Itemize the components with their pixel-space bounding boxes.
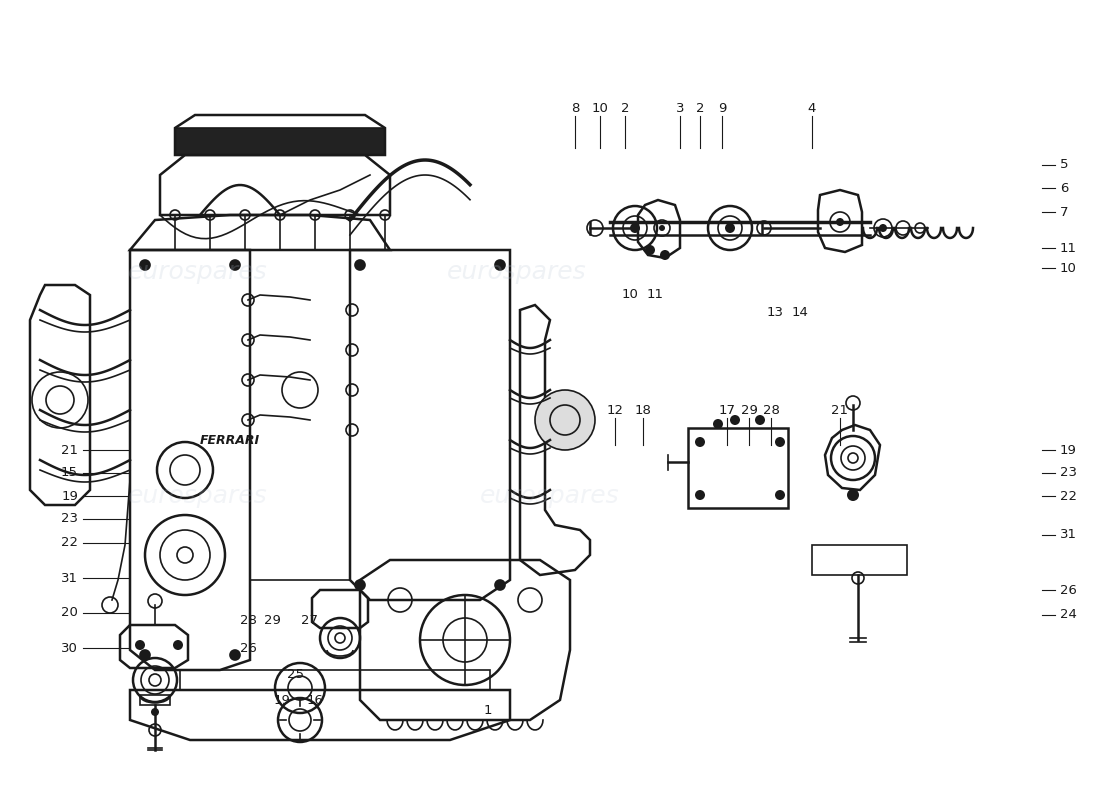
Text: 24: 24: [1060, 609, 1077, 622]
Text: 13: 13: [767, 306, 783, 318]
Circle shape: [776, 490, 785, 500]
Text: 31: 31: [60, 571, 78, 585]
Circle shape: [140, 650, 150, 660]
Text: 11: 11: [1060, 242, 1077, 254]
Circle shape: [355, 260, 365, 270]
Text: 6: 6: [1060, 182, 1068, 194]
Circle shape: [659, 225, 666, 231]
Text: 18: 18: [635, 403, 651, 417]
Text: eurospares: eurospares: [448, 260, 586, 284]
Text: 11: 11: [647, 289, 663, 302]
Circle shape: [755, 415, 764, 425]
Text: 16: 16: [307, 694, 323, 706]
Text: 10: 10: [592, 102, 608, 114]
Circle shape: [495, 260, 505, 270]
Text: 20: 20: [62, 606, 78, 619]
Text: 17: 17: [718, 403, 736, 417]
Circle shape: [645, 245, 654, 255]
Circle shape: [730, 415, 740, 425]
Text: 2: 2: [695, 102, 704, 114]
Circle shape: [879, 224, 887, 232]
Text: 21: 21: [832, 403, 848, 417]
Circle shape: [725, 223, 735, 233]
Text: 1: 1: [484, 703, 493, 717]
Circle shape: [836, 218, 844, 226]
Circle shape: [776, 437, 785, 447]
Circle shape: [535, 390, 595, 450]
Text: 2: 2: [620, 102, 629, 114]
Text: 27: 27: [301, 614, 319, 626]
Text: 31: 31: [1060, 529, 1077, 542]
Text: 21: 21: [60, 443, 78, 457]
Text: 19: 19: [274, 694, 290, 706]
Text: eurospares: eurospares: [481, 484, 619, 508]
Circle shape: [135, 640, 145, 650]
Text: 23: 23: [1060, 466, 1077, 479]
Circle shape: [713, 419, 723, 429]
Text: 12: 12: [606, 403, 624, 417]
Circle shape: [151, 708, 160, 716]
Circle shape: [695, 437, 705, 447]
Circle shape: [630, 223, 640, 233]
Text: 14: 14: [792, 306, 808, 318]
Bar: [812, 545, 907, 575]
Text: eurospares: eurospares: [129, 260, 267, 284]
Text: 9: 9: [718, 102, 726, 114]
Text: 8: 8: [571, 102, 580, 114]
Circle shape: [847, 489, 859, 501]
Text: 5: 5: [1060, 158, 1068, 171]
Bar: [688, 428, 788, 508]
Text: 28: 28: [762, 403, 780, 417]
Text: 30: 30: [62, 642, 78, 654]
Bar: [175, 128, 385, 155]
Text: 28: 28: [240, 614, 256, 626]
Circle shape: [660, 250, 670, 260]
Text: 15: 15: [60, 466, 78, 479]
Text: 3: 3: [675, 102, 684, 114]
Text: 19: 19: [1060, 443, 1077, 457]
Circle shape: [230, 260, 240, 270]
Text: 23: 23: [60, 513, 78, 526]
Text: 29: 29: [264, 614, 280, 626]
Text: 10: 10: [621, 289, 638, 302]
Text: FERRARI: FERRARI: [200, 434, 260, 446]
Text: eurospares: eurospares: [129, 484, 267, 508]
Circle shape: [695, 490, 705, 500]
Text: 29: 29: [740, 403, 758, 417]
Text: 7: 7: [1060, 206, 1068, 218]
Circle shape: [173, 640, 183, 650]
Text: 22: 22: [60, 537, 78, 550]
Text: 4: 4: [807, 102, 816, 114]
Circle shape: [140, 260, 150, 270]
Text: 26: 26: [1060, 583, 1077, 597]
Text: 19: 19: [62, 490, 78, 502]
Text: 26: 26: [240, 642, 256, 654]
Text: 10: 10: [1060, 262, 1077, 274]
Text: 22: 22: [1060, 490, 1077, 502]
Circle shape: [230, 650, 240, 660]
Circle shape: [355, 580, 365, 590]
Text: 25: 25: [286, 669, 304, 682]
Circle shape: [495, 580, 505, 590]
